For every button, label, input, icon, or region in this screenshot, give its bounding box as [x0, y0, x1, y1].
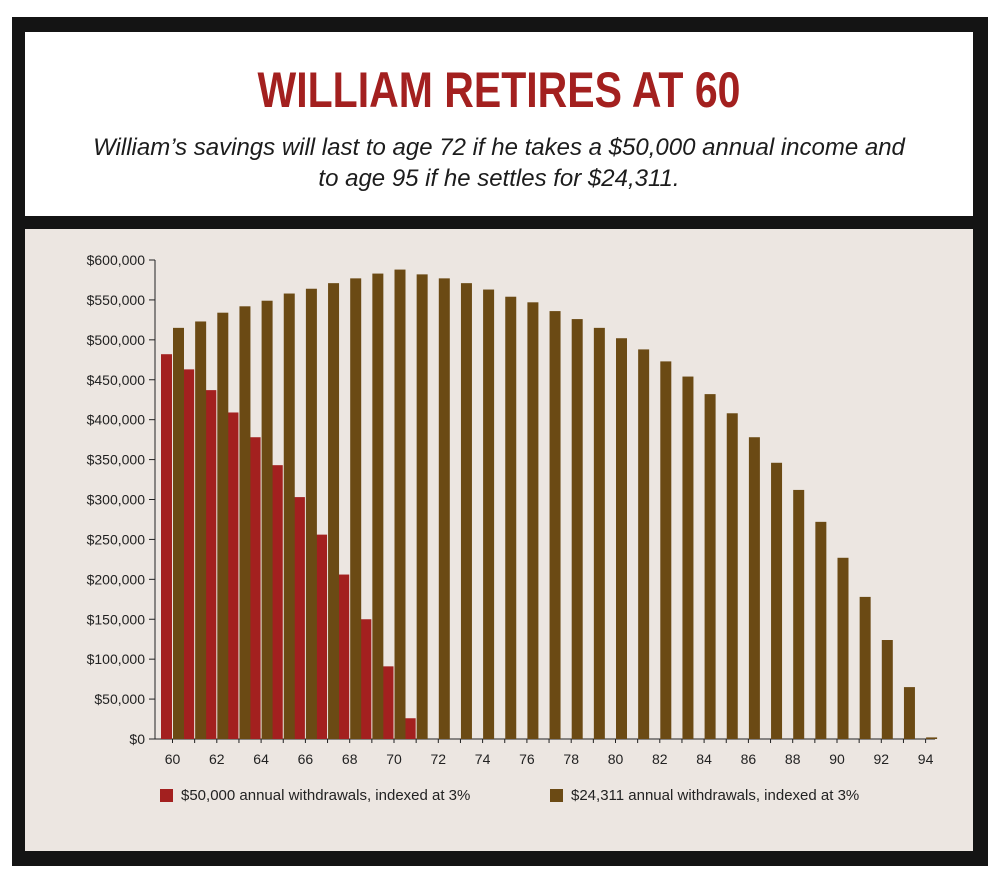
bar-brown-87	[771, 462, 783, 739]
bar-brown-63	[239, 306, 251, 739]
bar-brown-75	[505, 296, 517, 739]
chart-subtitle: William’s savings will last to age 72 if…	[93, 134, 905, 192]
bar-brown-69	[372, 273, 384, 739]
y-tick-label: $100,000	[87, 651, 146, 667]
bar-brown-91	[859, 596, 871, 739]
x-tick-label: 82	[652, 751, 668, 767]
x-tick-label: 86	[741, 751, 757, 767]
bar-red-62	[205, 390, 217, 739]
bar-brown-86	[748, 437, 760, 739]
legend-swatch	[550, 789, 563, 802]
bar-chart: $0 $50,000 $100,000 $150,000 $200,000 $250,00…	[87, 252, 938, 804]
y-tick-label: $50,000	[94, 691, 145, 707]
x-tick-label: 68	[342, 751, 358, 767]
x-tick-label: 76	[519, 751, 535, 767]
bar-brown-62	[217, 312, 229, 739]
bar-brown-88	[793, 489, 805, 739]
bar-brown-60	[173, 327, 184, 739]
bar-brown-93	[903, 687, 915, 739]
bar-red-66	[293, 497, 305, 739]
bar-brown-82	[660, 361, 672, 739]
x-tick-label: 80	[608, 751, 624, 767]
bar-brown-68	[350, 278, 362, 739]
legend-label: $50,000 annual withdrawals, indexed at 3…	[181, 787, 470, 804]
bar-brown-70	[394, 269, 406, 739]
y-tick-label: $300,000	[87, 492, 146, 508]
bar-brown-83	[682, 376, 694, 739]
legend-swatch	[160, 789, 173, 802]
bar-brown-92	[881, 640, 893, 739]
y-tick-label: $150,000	[87, 611, 146, 627]
y-tick-label: $200,000	[87, 571, 146, 587]
x-tick-label: 62	[209, 751, 225, 767]
bar-brown-84	[704, 394, 716, 739]
x-tick-label: 60	[165, 751, 181, 767]
bar-brown-76	[527, 302, 539, 739]
x-tick-label: 70	[386, 751, 402, 767]
x-tick-label: 90	[829, 751, 845, 767]
bar-brown-71	[416, 274, 428, 739]
bar-red-69	[360, 619, 372, 739]
bar-red-63	[227, 412, 239, 739]
bar-red-71	[404, 718, 416, 739]
x-tick-label: 84	[696, 751, 712, 767]
y-tick-label: $450,000	[87, 372, 146, 388]
y-tick-label: $250,000	[87, 531, 146, 547]
x-tick-label: 64	[253, 751, 269, 767]
bar-red-70	[382, 666, 394, 739]
header: WILLIAM RETIRES AT 60 William’s savings …	[25, 32, 973, 216]
legend: $50,000 annual withdrawals, indexed at 3…	[160, 787, 859, 804]
x-tick-label: 94	[918, 751, 934, 767]
bar-brown-80	[616, 338, 627, 739]
y-tick-label: $0	[129, 731, 145, 747]
y-tick-label: $550,000	[87, 292, 146, 308]
x-tick-label: 78	[563, 751, 579, 767]
y-tick-label: $400,000	[87, 412, 146, 428]
bar-brown-64	[261, 300, 273, 739]
bars	[161, 269, 938, 739]
x-tick-label: 88	[785, 751, 801, 767]
bar-brown-94	[926, 737, 938, 739]
bar-brown-78	[571, 319, 583, 739]
bar-brown-74	[483, 289, 495, 739]
bar-brown-73	[460, 283, 472, 739]
x-tick-label: 72	[431, 751, 447, 767]
bar-red-64	[249, 437, 261, 739]
x-tick-label: 74	[475, 751, 491, 767]
y-tick-label: $500,000	[87, 332, 146, 348]
legend-label: $24,311 annual withdrawals, indexed at 3…	[571, 787, 859, 804]
bar-red-67	[316, 534, 328, 739]
bar-red-65	[271, 465, 283, 739]
bar-brown-66	[305, 288, 317, 739]
bar-brown-85	[726, 413, 738, 739]
bar-brown-81	[638, 349, 650, 739]
bar-brown-90	[837, 557, 849, 739]
axes: $0 $50,000 $100,000 $150,000 $200,000 $250,00…	[87, 252, 935, 767]
bar-brown-89	[815, 521, 827, 739]
y-tick-label: $600,000	[87, 252, 146, 268]
bar-brown-77	[549, 311, 561, 739]
bar-brown-67	[328, 283, 340, 739]
bar-brown-65	[283, 293, 295, 739]
bar-red-61	[183, 369, 195, 739]
chart-title: WILLIAM RETIRES AT 60	[257, 62, 741, 118]
bar-brown-79	[593, 327, 605, 739]
chart-panel: $0 $50,000 $100,000 $150,000 $200,000 $250,00…	[25, 229, 973, 851]
bar-brown-72	[438, 278, 450, 739]
x-tick-label: 66	[298, 751, 314, 767]
bar-brown-61	[195, 321, 207, 739]
bar-red-68	[338, 574, 350, 739]
y-tick-label: $350,000	[87, 452, 146, 468]
bar-red-60	[161, 354, 172, 739]
x-tick-label: 92	[874, 751, 890, 767]
